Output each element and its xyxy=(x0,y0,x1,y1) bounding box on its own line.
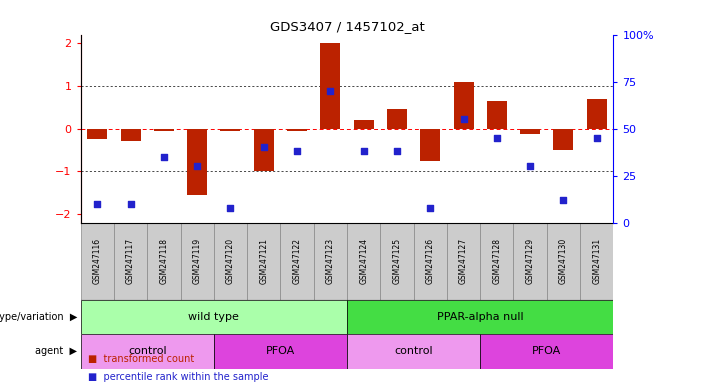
Text: genotype/variation  ▶: genotype/variation ▶ xyxy=(0,312,77,322)
Point xyxy=(158,154,170,160)
Text: GSM247126: GSM247126 xyxy=(426,238,435,284)
Bar xyxy=(480,223,513,300)
Bar xyxy=(547,223,580,300)
Bar xyxy=(347,223,381,300)
Point xyxy=(458,116,469,122)
Text: GSM247129: GSM247129 xyxy=(526,238,535,284)
Text: control: control xyxy=(394,346,433,356)
Bar xyxy=(454,82,474,129)
Text: GSM247128: GSM247128 xyxy=(492,238,501,284)
Bar xyxy=(421,129,440,161)
Bar xyxy=(354,120,374,129)
Point xyxy=(558,197,569,203)
Bar xyxy=(187,129,207,195)
Bar xyxy=(214,223,247,300)
Text: GSM247122: GSM247122 xyxy=(292,238,301,284)
Text: ■  transformed count: ■ transformed count xyxy=(88,354,194,364)
Bar xyxy=(121,129,140,141)
Point xyxy=(125,201,136,207)
Point xyxy=(258,144,269,151)
Bar xyxy=(514,223,547,300)
Text: PFOA: PFOA xyxy=(532,346,562,356)
Bar xyxy=(554,129,573,150)
Point xyxy=(191,163,203,169)
Bar xyxy=(314,223,347,300)
Bar xyxy=(414,223,447,300)
Point xyxy=(92,201,103,207)
Text: GSM247130: GSM247130 xyxy=(559,238,568,284)
Bar xyxy=(347,300,613,334)
Bar xyxy=(81,334,214,369)
Bar xyxy=(154,129,174,131)
Bar xyxy=(520,129,540,134)
Point xyxy=(391,148,402,154)
Text: GSM247120: GSM247120 xyxy=(226,238,235,284)
Text: GSM247116: GSM247116 xyxy=(93,238,102,284)
Point xyxy=(425,205,436,211)
Text: GSM247121: GSM247121 xyxy=(259,238,268,284)
Text: PPAR-alpha null: PPAR-alpha null xyxy=(437,312,524,322)
Point xyxy=(225,205,236,211)
Bar xyxy=(81,223,114,300)
Bar xyxy=(214,334,347,369)
Bar xyxy=(280,223,314,300)
Point xyxy=(491,135,503,141)
Text: GSM247127: GSM247127 xyxy=(459,238,468,284)
Point xyxy=(524,163,536,169)
Text: ■  percentile rank within the sample: ■ percentile rank within the sample xyxy=(88,372,268,382)
Point xyxy=(358,148,369,154)
Text: GSM247118: GSM247118 xyxy=(159,238,168,284)
Point xyxy=(292,148,303,154)
Bar xyxy=(147,223,181,300)
Bar xyxy=(247,223,280,300)
Text: GSM247117: GSM247117 xyxy=(126,238,135,284)
Title: GDS3407 / 1457102_at: GDS3407 / 1457102_at xyxy=(270,20,424,33)
Bar xyxy=(447,223,480,300)
Text: control: control xyxy=(128,346,167,356)
Bar xyxy=(381,223,414,300)
Text: GSM247119: GSM247119 xyxy=(193,238,202,284)
Bar xyxy=(320,43,341,129)
Bar xyxy=(347,334,480,369)
Bar xyxy=(486,101,507,129)
Text: GSM247124: GSM247124 xyxy=(359,238,368,284)
Point xyxy=(325,88,336,94)
Bar xyxy=(587,99,606,129)
Bar xyxy=(287,129,307,131)
Text: PFOA: PFOA xyxy=(266,346,295,356)
Point xyxy=(591,135,602,141)
Bar xyxy=(181,223,214,300)
Text: agent  ▶: agent ▶ xyxy=(35,346,77,356)
Text: GSM247123: GSM247123 xyxy=(326,238,335,284)
Bar xyxy=(480,334,613,369)
Bar xyxy=(81,300,347,334)
Bar xyxy=(114,223,147,300)
Bar xyxy=(580,223,613,300)
Bar xyxy=(387,109,407,129)
Bar xyxy=(221,129,240,131)
Text: GSM247125: GSM247125 xyxy=(393,238,402,284)
Bar xyxy=(88,129,107,139)
Text: wild type: wild type xyxy=(189,312,239,322)
Bar xyxy=(254,129,273,171)
Text: GSM247131: GSM247131 xyxy=(592,238,601,284)
